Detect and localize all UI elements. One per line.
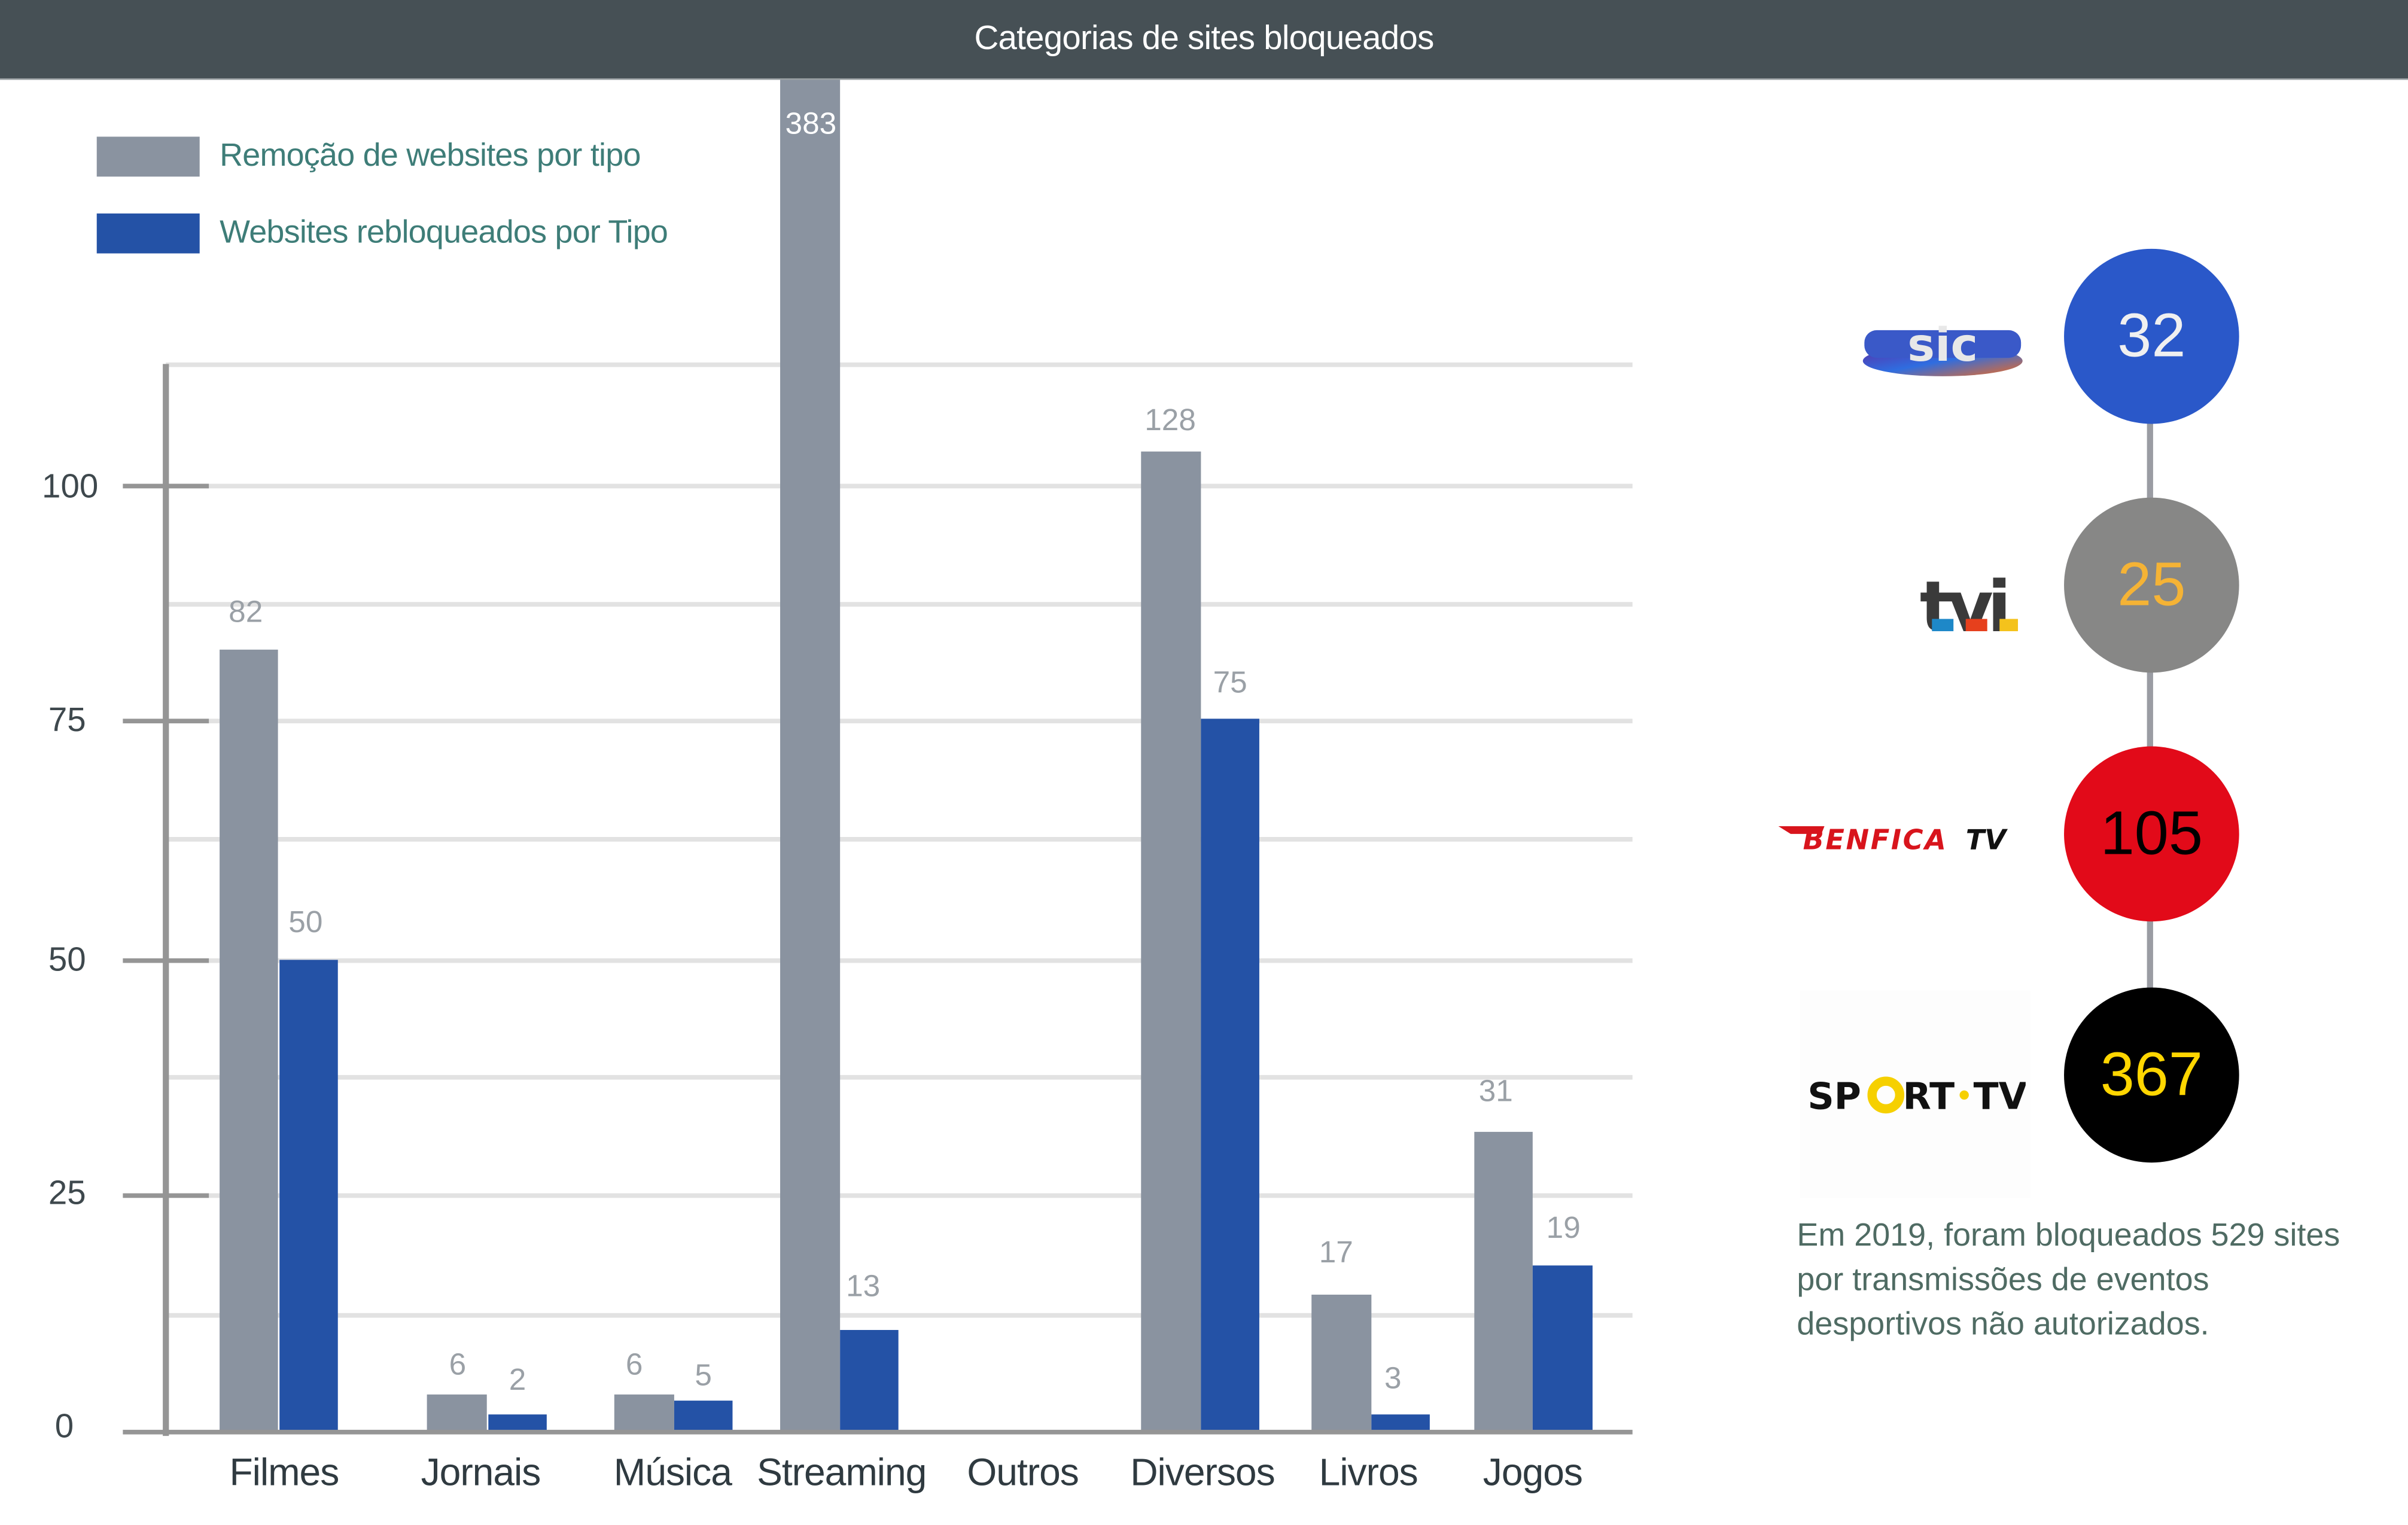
bar-value-label: 5 (695, 1359, 712, 1393)
y-tick-label: 75 (48, 700, 86, 739)
x-category-label: Filmes (229, 1451, 339, 1494)
sic-count-badge: 32 (2064, 248, 2239, 424)
tvi-count-badge: 25 (2064, 497, 2239, 673)
svg-text:TV: TV (1966, 824, 2008, 854)
y-tick-label: 0 (54, 1407, 74, 1445)
bar-value-label: 3 (1384, 1362, 1402, 1396)
sic-logo-icon: sic (1862, 319, 2023, 376)
bar-value-label: 19 (1546, 1212, 1581, 1246)
legend-swatch-removal (96, 136, 200, 177)
y-tick-label: 25 (48, 1173, 86, 1212)
summary-note: Em 2019, foram bloqueados 529 sites por … (1797, 1217, 2340, 1343)
bar-value-label: 128 (1144, 404, 1196, 438)
legend-label-removal: Remoção de websites por tipo (220, 138, 641, 174)
sic-logo: sic (1843, 307, 2027, 383)
sport-tv-count-badge: 367 (2064, 987, 2239, 1163)
bar-value-label: 383 (785, 107, 837, 142)
y-tick (123, 483, 209, 489)
gridline (166, 1074, 1633, 1080)
bar-removal-diversos (1141, 451, 1201, 1432)
bar-removal-musica (614, 1394, 674, 1432)
bar-reblocked-musica (674, 1401, 733, 1432)
tvi-logo: tvi (1904, 553, 2027, 645)
legend-swatch-reblocked (96, 213, 200, 254)
bar-removal-streaming (780, 80, 841, 1432)
bar-removal-livros (1311, 1294, 1372, 1432)
bar-reblocked-jornais (488, 1414, 547, 1432)
gridline (166, 1193, 1633, 1198)
bar-value-label: 13 (846, 1270, 881, 1304)
bar-value-label: 17 (1319, 1236, 1353, 1270)
chart-title: Categorias de sites bloqueados (0, 0, 2408, 80)
svg-text:SP: SP (1807, 1074, 1861, 1117)
y-tick-label: 100 (42, 467, 99, 506)
bar-value-label: 31 (1478, 1074, 1513, 1109)
benfica-tv-logo-icon: BENFICA TV (1778, 824, 2008, 854)
x-category-label: Streaming (757, 1451, 927, 1494)
gridline (166, 837, 1633, 842)
y-axis-line (163, 364, 169, 1436)
svg-text:BENFICA: BENFICA (1803, 824, 1948, 854)
bar-value-label: 6 (449, 1348, 467, 1383)
svg-text:RT: RT (1903, 1074, 1955, 1117)
bar-value-label: 50 (288, 906, 323, 940)
bar-reblocked-filmes (279, 960, 338, 1432)
benfica-tv-count-badge: 105 (2064, 746, 2239, 922)
gridline (166, 719, 1633, 724)
gridline (166, 1313, 1633, 1318)
y-tick-label: 50 (48, 940, 86, 979)
y-tick (123, 1193, 209, 1198)
y-tick (123, 719, 209, 724)
y-tick (123, 958, 209, 963)
x-category-label: Jogos (1482, 1451, 1583, 1494)
bar-removal-jogos (1474, 1131, 1533, 1432)
benfica-tv-logo: BENFICA TV (1766, 814, 2027, 860)
bar-removal-filmes (220, 649, 278, 1432)
gridline (166, 958, 1633, 963)
bar-removal-jornais (427, 1394, 487, 1432)
gridline (166, 483, 1633, 489)
x-axis-line (123, 1429, 1633, 1435)
x-category-label: Música (613, 1451, 732, 1494)
bar-reblocked-diversos (1201, 719, 1259, 1432)
tvi-logo-icon: tvi (1920, 565, 2019, 640)
gridline (166, 362, 1633, 367)
x-category-label: Jornais (421, 1451, 541, 1494)
bar-reblocked-streaming (840, 1330, 899, 1432)
bar-value-label: 75 (1213, 666, 1247, 701)
bar-reblocked-jogos (1532, 1265, 1593, 1432)
sport-tv-logo-icon: SP RT TV (1807, 1074, 2026, 1117)
x-category-label: Diversos (1130, 1451, 1275, 1494)
bar-value-label: 2 (509, 1363, 526, 1398)
x-category-label: Livros (1319, 1451, 1418, 1494)
bar-reblocked-livros (1371, 1414, 1430, 1432)
timeline-connector (2147, 369, 2153, 1060)
bar-value-label: 82 (229, 595, 263, 630)
x-category-label: Outros (967, 1451, 1079, 1494)
svg-text:TV: TV (1974, 1074, 2026, 1117)
sport-tv-logo: SP RT TV (1800, 990, 2030, 1198)
svg-text:sic: sic (1907, 319, 1978, 372)
gridline (166, 602, 1633, 607)
bar-value-label: 6 (625, 1348, 643, 1383)
legend-label-reblocked: Websites rebloqueados por Tipo (220, 215, 668, 251)
